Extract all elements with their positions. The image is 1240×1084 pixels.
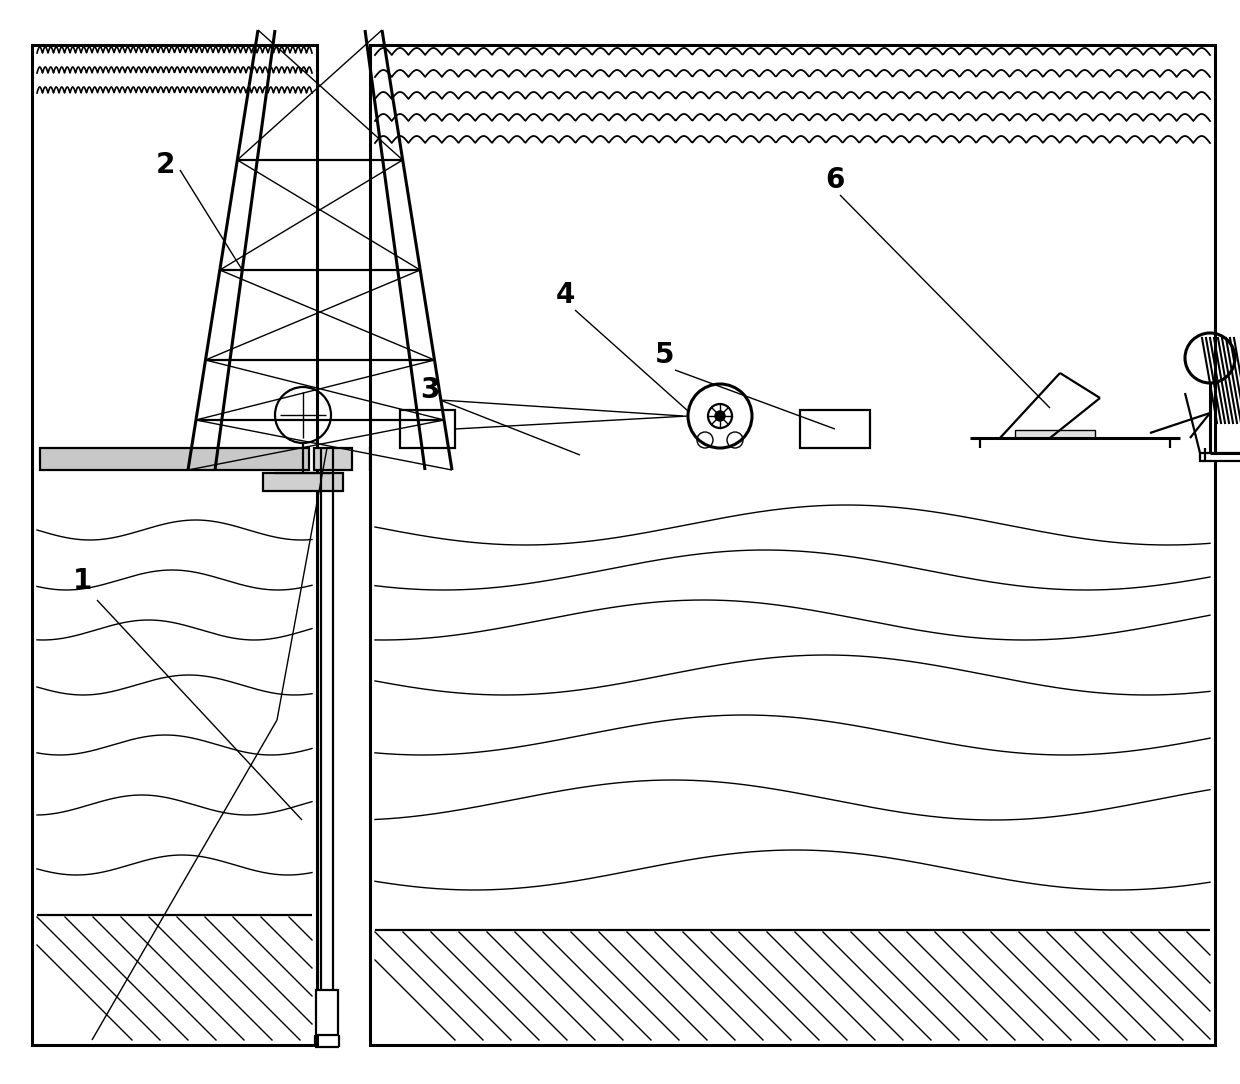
Bar [401, 410, 455, 448]
Bar [800, 410, 870, 448]
Bar [314, 448, 352, 470]
Bar [370, 46, 1215, 1045]
Text: 3: 3 [420, 376, 440, 404]
Bar [370, 448, 1215, 470]
Bar [316, 990, 339, 1035]
Bar [40, 448, 309, 470]
Text: 6: 6 [826, 166, 844, 194]
Text: 1: 1 [72, 567, 92, 595]
Bar [32, 46, 317, 1045]
Circle shape [715, 411, 725, 421]
Text: 2: 2 [155, 151, 175, 179]
Bar [263, 473, 343, 491]
Bar [1200, 453, 1240, 461]
Text: 5: 5 [655, 341, 675, 369]
Text: 4: 4 [556, 281, 574, 309]
Bar [1016, 430, 1095, 438]
